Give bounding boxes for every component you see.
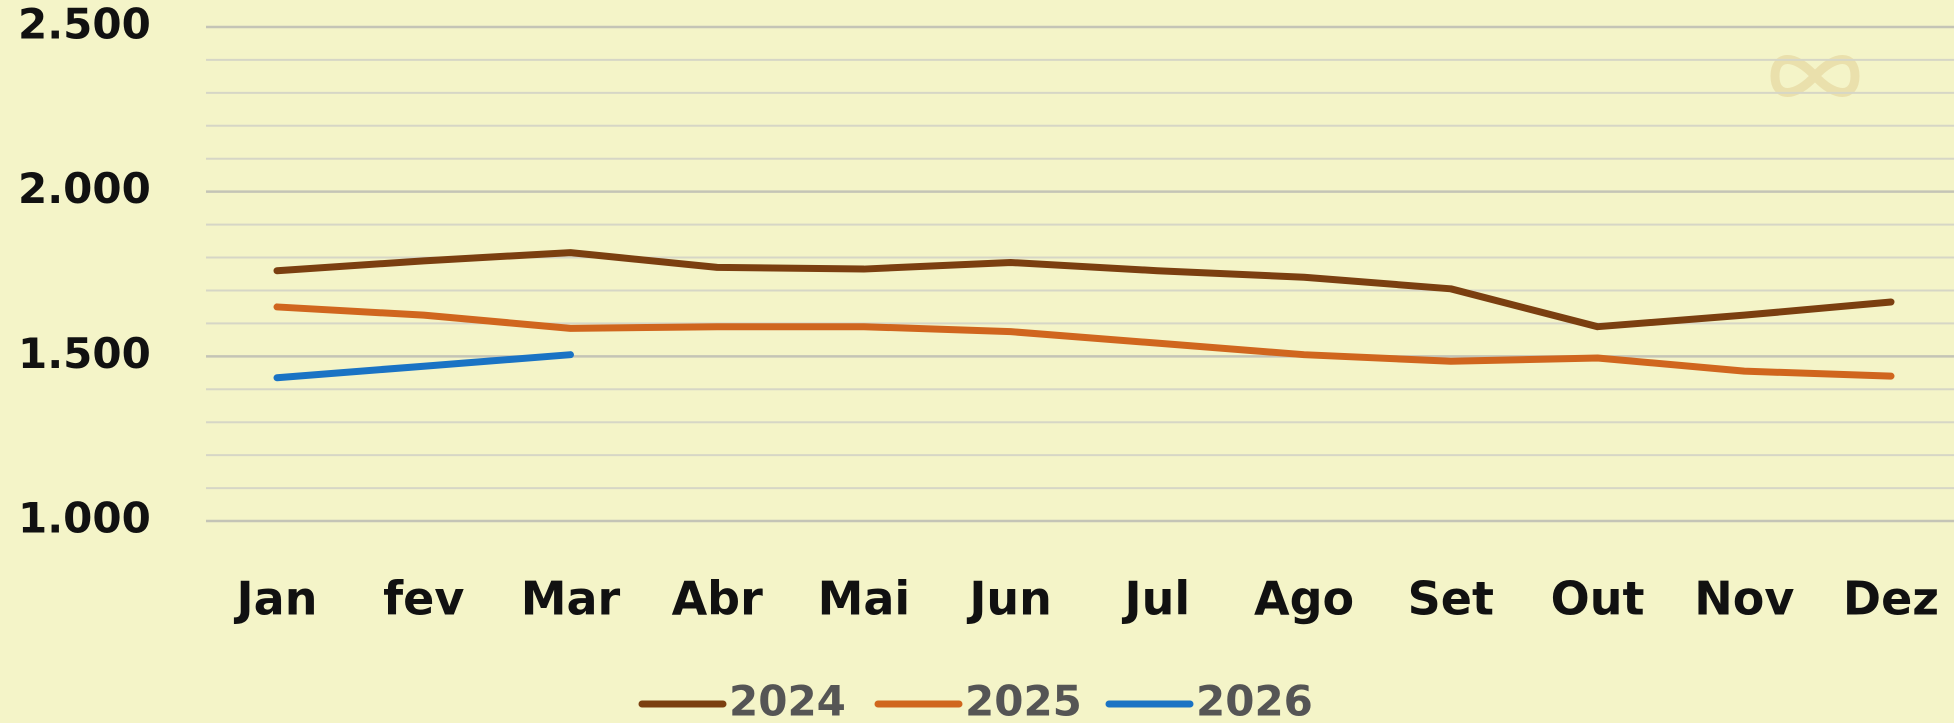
x-tick-label: Set — [1408, 572, 1494, 626]
y-tick-label: 2.000 — [18, 164, 151, 213]
x-tick-label: Ago — [1254, 572, 1354, 626]
watermark — [1770, 55, 1860, 97]
series-line — [273, 249, 1895, 331]
legend-label: 2025 — [965, 677, 1082, 723]
x-tick-label: Mai — [818, 572, 911, 626]
series-line — [273, 303, 1895, 380]
x-tick-label: Dez — [1843, 572, 1939, 626]
x-tick-label: Jul — [1122, 572, 1191, 626]
x-tick-label: Abr — [672, 572, 764, 626]
legend-label: 2024 — [729, 677, 846, 723]
y-tick-label: 1.500 — [18, 329, 151, 378]
x-tick-label: fev — [383, 572, 464, 626]
y-tick-label: 2.500 — [18, 0, 151, 49]
y-tick-label: 1.000 — [18, 494, 151, 543]
x-tick-label: Mar — [521, 572, 621, 626]
x-tick-label: Jan — [234, 572, 318, 626]
legend-label: 2026 — [1196, 677, 1313, 723]
series-line — [273, 351, 574, 382]
x-tick-label: Out — [1551, 572, 1645, 626]
x-tick-label: Nov — [1694, 572, 1794, 626]
x-tick-label: Jun — [966, 572, 1052, 626]
